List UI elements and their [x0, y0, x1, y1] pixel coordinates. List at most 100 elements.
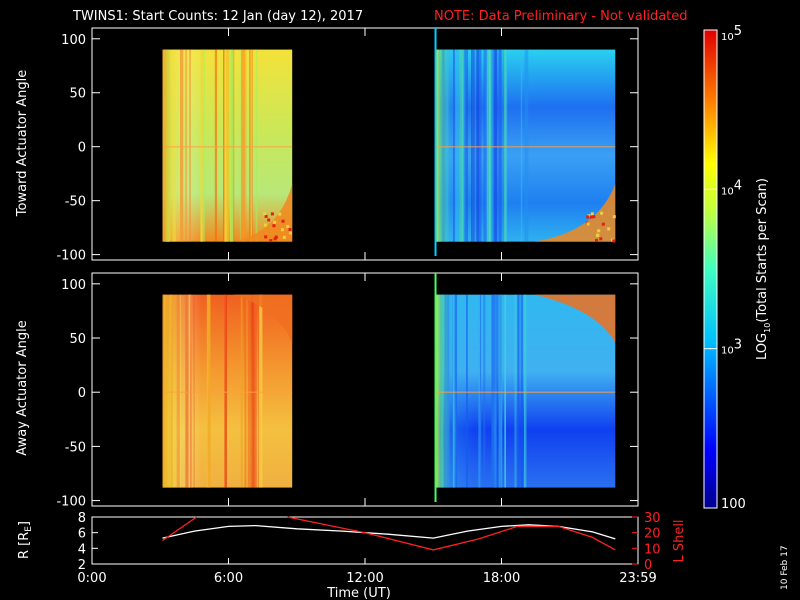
- noise-cell: [586, 215, 590, 219]
- stripe: [474, 49, 477, 242]
- colorbar-tick-label: 104: [721, 178, 742, 197]
- away-ylabel: Away Actuator Angle: [15, 320, 30, 455]
- stripe: [479, 49, 482, 242]
- colorbar: 105 104 103 100: [703, 24, 746, 512]
- stripe: [524, 49, 529, 242]
- noise-cell: [263, 223, 267, 227]
- toward-heatmap: -100 -50 0 50 100: [56, 27, 639, 264]
- toward-ylabel: Toward Actuator Angle: [15, 70, 30, 217]
- stripe: [520, 294, 523, 488]
- y-tick-label: 6: [78, 527, 86, 542]
- stripe: [501, 294, 503, 488]
- stripe: [483, 49, 487, 242]
- stripe: [486, 49, 491, 242]
- noise-cell: [601, 222, 605, 226]
- stripe: [239, 49, 241, 242]
- noise-cell: [264, 214, 268, 218]
- noise-cell: [263, 212, 267, 216]
- noise-cell: [272, 224, 276, 228]
- noise-cell: [289, 231, 292, 235]
- stripe: [491, 294, 495, 488]
- stripe: [494, 294, 497, 488]
- y-tick-label: -50: [65, 440, 86, 455]
- stripe: [504, 294, 506, 488]
- chart-title: TWINS1: Start Counts: 12 Jan (day 12), 2…: [72, 9, 363, 24]
- stripe: [244, 49, 247, 242]
- stripe: [504, 49, 507, 242]
- stripe: [480, 294, 482, 488]
- stripe: [498, 294, 503, 488]
- noise-cell: [273, 220, 277, 224]
- preliminary-note: NOTE: Data Preliminary - Not validated: [434, 9, 688, 24]
- x-tick-label: 6:00: [214, 571, 243, 586]
- stripe: [476, 49, 480, 242]
- stripe: [498, 49, 502, 242]
- stripe: [247, 294, 252, 488]
- stripe: [240, 294, 243, 488]
- y2-tick-label: 20: [644, 527, 661, 542]
- stripe: [524, 294, 526, 488]
- stripe: [223, 49, 225, 242]
- stripe: [245, 294, 249, 488]
- stripe: [483, 294, 486, 488]
- stripe: [214, 49, 218, 242]
- date-stamp: 10 Feb 17: [780, 545, 790, 590]
- stripe: [498, 294, 502, 488]
- colorbar-tick-label: 100: [721, 497, 746, 512]
- y-tick-label: 2: [78, 558, 86, 573]
- y2-tick-label: 30: [644, 511, 661, 526]
- x-tick-label: 0:00: [77, 571, 106, 586]
- svg-text:R [RE]: R [RE]: [17, 521, 34, 559]
- noise-cell: [280, 228, 284, 232]
- noise-cell: [273, 237, 277, 241]
- stripe: [496, 294, 499, 488]
- noise-cell: [281, 219, 285, 223]
- stripe: [255, 49, 258, 242]
- stripe: [244, 294, 247, 488]
- away-heatmap: -100 -50 0 50 100: [56, 272, 639, 510]
- y-tick-label: 100: [61, 33, 86, 48]
- y-tick-label: -100: [56, 249, 86, 264]
- lshell-line: [162, 516, 197, 542]
- plot-frame: [91, 516, 639, 565]
- edge-fade: [162, 49, 202, 242]
- stripe: [506, 49, 508, 242]
- noise-cell: [269, 239, 273, 243]
- noise-cell: [595, 238, 598, 242]
- y2-tick-label: 0: [644, 558, 652, 573]
- colorbar-tick-label: 105: [721, 24, 742, 43]
- stripe: [494, 49, 497, 242]
- stripe: [226, 49, 230, 242]
- stripe: [241, 49, 245, 242]
- noise-cell: [270, 212, 274, 216]
- noise-cell: [274, 235, 278, 239]
- lshell-label: L Shell: [672, 519, 687, 562]
- stripe: [499, 294, 502, 488]
- noise-cell: [590, 212, 594, 216]
- stripe: [201, 49, 204, 242]
- stripe: [517, 294, 519, 488]
- hot-corner: [233, 184, 293, 242]
- stripe: [494, 49, 498, 242]
- stripe: [517, 294, 520, 488]
- noise-cell: [600, 211, 604, 215]
- stripe: [504, 49, 506, 242]
- noise-cell: [589, 215, 593, 219]
- stripe: [478, 294, 482, 488]
- y-tick-label: 50: [69, 332, 86, 347]
- stripe: [224, 49, 228, 242]
- noise-cell: [282, 235, 286, 239]
- noise-cell: [612, 215, 616, 219]
- y-tick-label: 4: [78, 542, 86, 557]
- y-tick-label: -100: [56, 495, 86, 510]
- edge-fade: [162, 294, 202, 488]
- stripe: [253, 294, 257, 488]
- hot-corner: [534, 294, 616, 343]
- svg-text:LOG10(Total Starts per Scan): LOG10(Total Starts per Scan): [755, 178, 772, 360]
- y-tick-label: 50: [69, 87, 86, 102]
- stripe: [502, 49, 505, 242]
- y-tick-label: 100: [61, 278, 86, 293]
- y2-tick-label: 10: [644, 542, 661, 557]
